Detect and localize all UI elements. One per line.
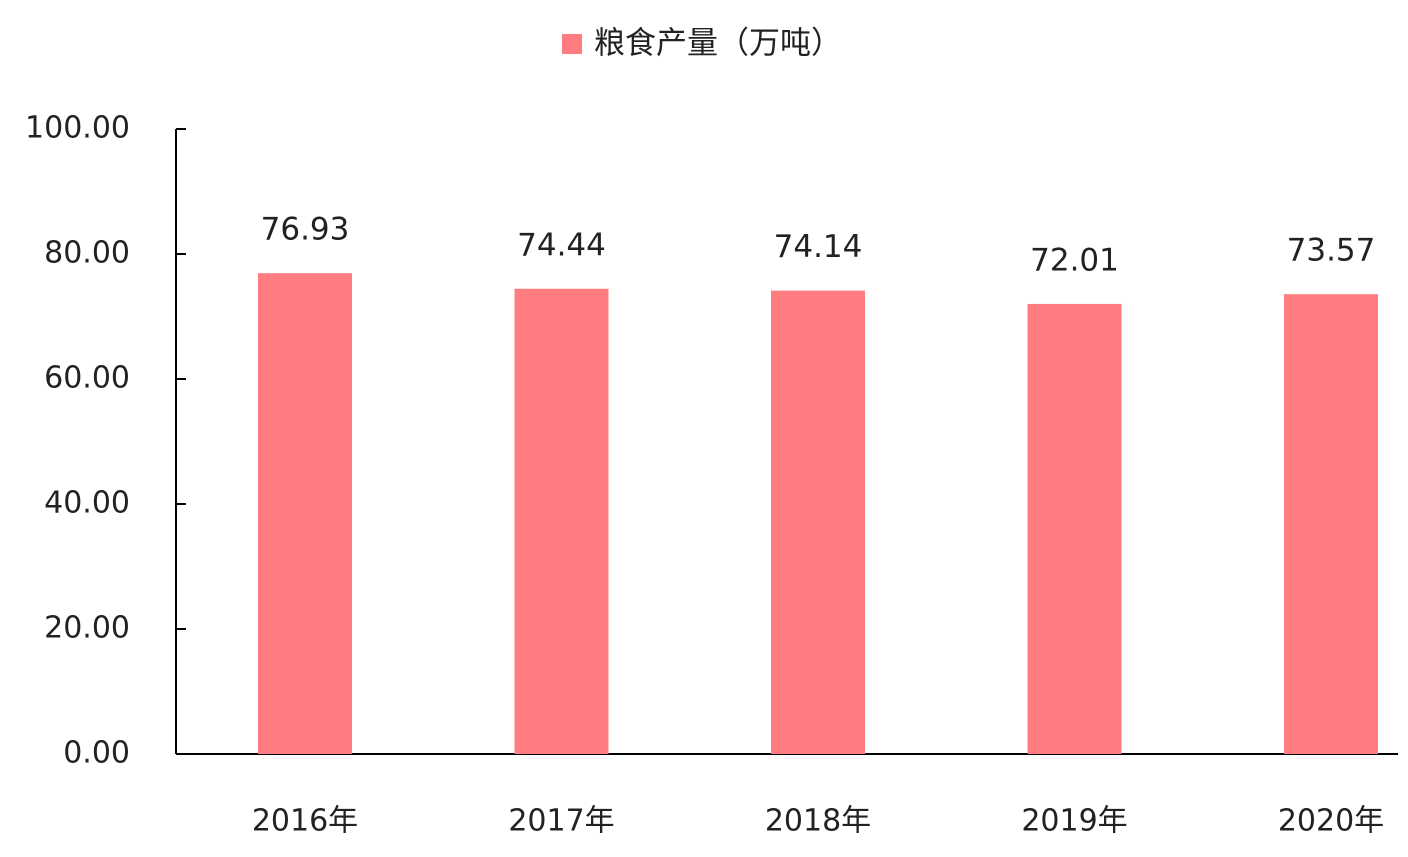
y-tick-label: 60.00 — [44, 361, 130, 396]
data-label: 72.01 — [1030, 242, 1119, 278]
x-tick-label: 2016年 — [252, 804, 358, 839]
x-tick-label: 2020年 — [1278, 804, 1384, 839]
data-label: 73.57 — [1287, 233, 1376, 269]
data-label: 76.93 — [261, 212, 350, 248]
y-tick-label: 100.00 — [25, 111, 130, 146]
bar — [1027, 303, 1122, 754]
x-tick-label: 2019年 — [1021, 804, 1127, 839]
data-label: 74.44 — [517, 227, 606, 263]
bar — [258, 273, 352, 754]
x-tick-label: 2017年 — [508, 804, 614, 839]
y-tick-label: 20.00 — [44, 611, 130, 646]
y-tick-label: 40.00 — [44, 486, 130, 521]
y-tick-label: 80.00 — [44, 236, 130, 271]
bar — [514, 288, 609, 754]
data-label: 74.14 — [774, 229, 863, 265]
x-tick-label: 2018年 — [765, 804, 871, 839]
bar — [1284, 294, 1378, 754]
bar — [771, 290, 865, 754]
legend-swatch — [562, 34, 582, 54]
legend-label: 粮食产量（万吨） — [594, 26, 842, 62]
y-tick-label: 0.00 — [63, 736, 130, 771]
